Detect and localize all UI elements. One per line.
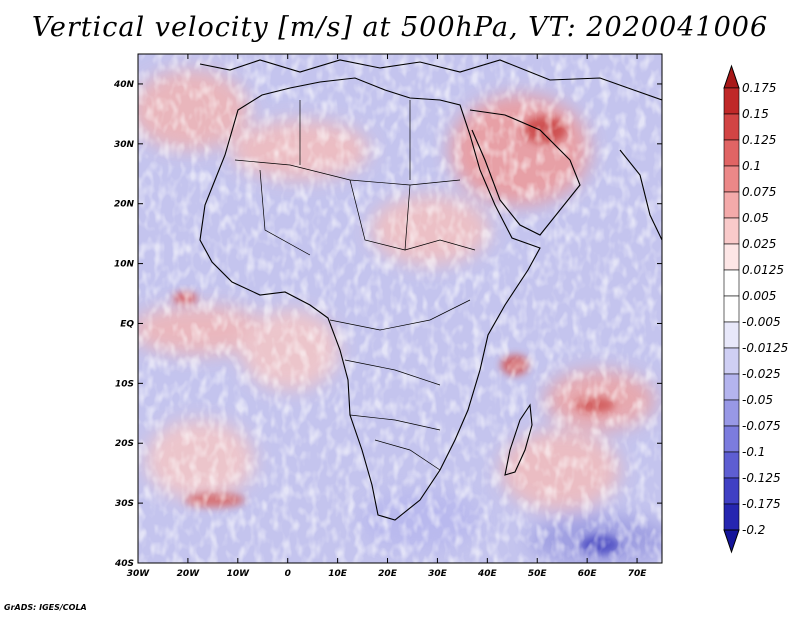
lat-tick-label: 10S bbox=[115, 379, 134, 389]
colorbar-bottom-arrow bbox=[723, 529, 740, 554]
lon-tick-label: 30W bbox=[127, 569, 151, 579]
colorbar-segment bbox=[723, 165, 740, 193]
colorbar: 0.175 0.15 0.125 0.1 0.075 0.05 0.025 0.0125 0.0… bbox=[723, 64, 788, 554]
colorbar-segment bbox=[723, 373, 740, 401]
lon-tick-label: 20W bbox=[177, 569, 201, 579]
colorbar-label: -0.125 bbox=[742, 471, 781, 485]
colorbar-segment bbox=[723, 399, 740, 427]
lat-tick-label: 20N bbox=[114, 200, 135, 210]
axis-ticks: 30W 20W 10W 0 10E 20E 30E 40E 50E 60E 70E 40N 30N 20N… bbox=[113, 54, 662, 579]
lat-tick-label: 30N bbox=[114, 140, 135, 150]
lon-tick-label: 60E bbox=[578, 569, 598, 579]
india-coastline bbox=[619, 149, 662, 241]
lat-tick-label: 40N bbox=[113, 80, 135, 90]
plot-frame bbox=[137, 53, 663, 564]
grads-credit: GrADS: IGES/COLA bbox=[4, 603, 87, 612]
madagascar-coastline bbox=[504, 403, 533, 476]
lat-tick-label: 40S bbox=[114, 559, 134, 569]
velocity-field bbox=[138, 54, 662, 563]
lon-tick-label: 20E bbox=[378, 569, 398, 579]
lon-tick-label: 70E bbox=[628, 569, 648, 579]
lon-tick-label: 10E bbox=[328, 569, 348, 579]
colorbar-label: -0.005 bbox=[742, 315, 781, 329]
africa-coastline bbox=[199, 77, 541, 521]
colorbar-label: -0.025 bbox=[742, 367, 781, 381]
lon-tick-label: 40E bbox=[477, 569, 498, 579]
colorbar-top-arrow bbox=[723, 64, 740, 89]
colorbar-label: 0.125 bbox=[742, 133, 776, 147]
colorbar-label: -0.2 bbox=[742, 523, 765, 537]
map-title: Vertical velocity [m/s] at 500hPa, VT: 2… bbox=[31, 12, 769, 43]
colorbar-segment bbox=[723, 269, 740, 297]
colorbar-segment bbox=[723, 295, 740, 323]
colorbar-segment bbox=[723, 87, 740, 115]
colorbar-label: 0.1 bbox=[742, 159, 761, 173]
colorbar-label: -0.0125 bbox=[742, 341, 788, 355]
country-borders bbox=[234, 100, 476, 471]
colorbar-label: 0.15 bbox=[742, 107, 769, 121]
colorbar-label: 0.075 bbox=[742, 185, 776, 199]
colorbar-label: 0.175 bbox=[742, 81, 776, 95]
lat-tick-label: 30S bbox=[115, 499, 134, 509]
colorbar-segment bbox=[723, 451, 740, 479]
colorbar-segment bbox=[723, 191, 740, 219]
colorbar-label: -0.075 bbox=[742, 419, 781, 433]
coastlines bbox=[199, 59, 662, 521]
lat-tick-label: 10N bbox=[114, 260, 135, 270]
lon-tick-label: 30E bbox=[428, 569, 448, 579]
colorbar-label: 0.005 bbox=[742, 289, 776, 303]
europe-coastline bbox=[199, 59, 662, 101]
colorbar-label: 0.025 bbox=[742, 237, 776, 251]
colorbar-segment bbox=[723, 113, 740, 141]
colorbar-segment bbox=[723, 217, 740, 245]
colorbar-segment bbox=[723, 321, 740, 349]
colorbar-segment bbox=[723, 243, 740, 271]
colorbar-segment bbox=[723, 503, 740, 531]
lon-tick-label: 50E bbox=[528, 569, 548, 579]
colorbar-label: -0.1 bbox=[742, 445, 765, 459]
lon-tick-label: 0 bbox=[285, 569, 291, 579]
arabia-coastline bbox=[469, 109, 581, 236]
colorbar-segment bbox=[723, 347, 740, 375]
colorbar-segment bbox=[723, 477, 740, 505]
colorbar-label: 0.0125 bbox=[742, 263, 784, 277]
colorbar-label: -0.175 bbox=[742, 497, 781, 511]
colorbar-segment bbox=[723, 425, 740, 453]
lat-tick-label: EQ bbox=[120, 319, 134, 329]
colorbar-label: -0.05 bbox=[742, 393, 773, 407]
lat-tick-label: 20S bbox=[115, 439, 134, 449]
colorbar-label: 0.05 bbox=[742, 211, 769, 225]
lon-tick-label: 10W bbox=[227, 569, 251, 579]
colorbar-segment bbox=[723, 139, 740, 167]
